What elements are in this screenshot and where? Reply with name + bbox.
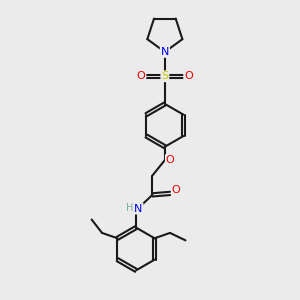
Text: O: O bbox=[184, 71, 193, 81]
Text: H: H bbox=[126, 203, 133, 213]
Text: O: O bbox=[172, 185, 181, 195]
Text: S: S bbox=[161, 71, 168, 81]
Text: O: O bbox=[137, 71, 146, 81]
Text: N: N bbox=[134, 204, 142, 214]
Text: O: O bbox=[166, 155, 175, 165]
Text: N: N bbox=[161, 47, 169, 57]
